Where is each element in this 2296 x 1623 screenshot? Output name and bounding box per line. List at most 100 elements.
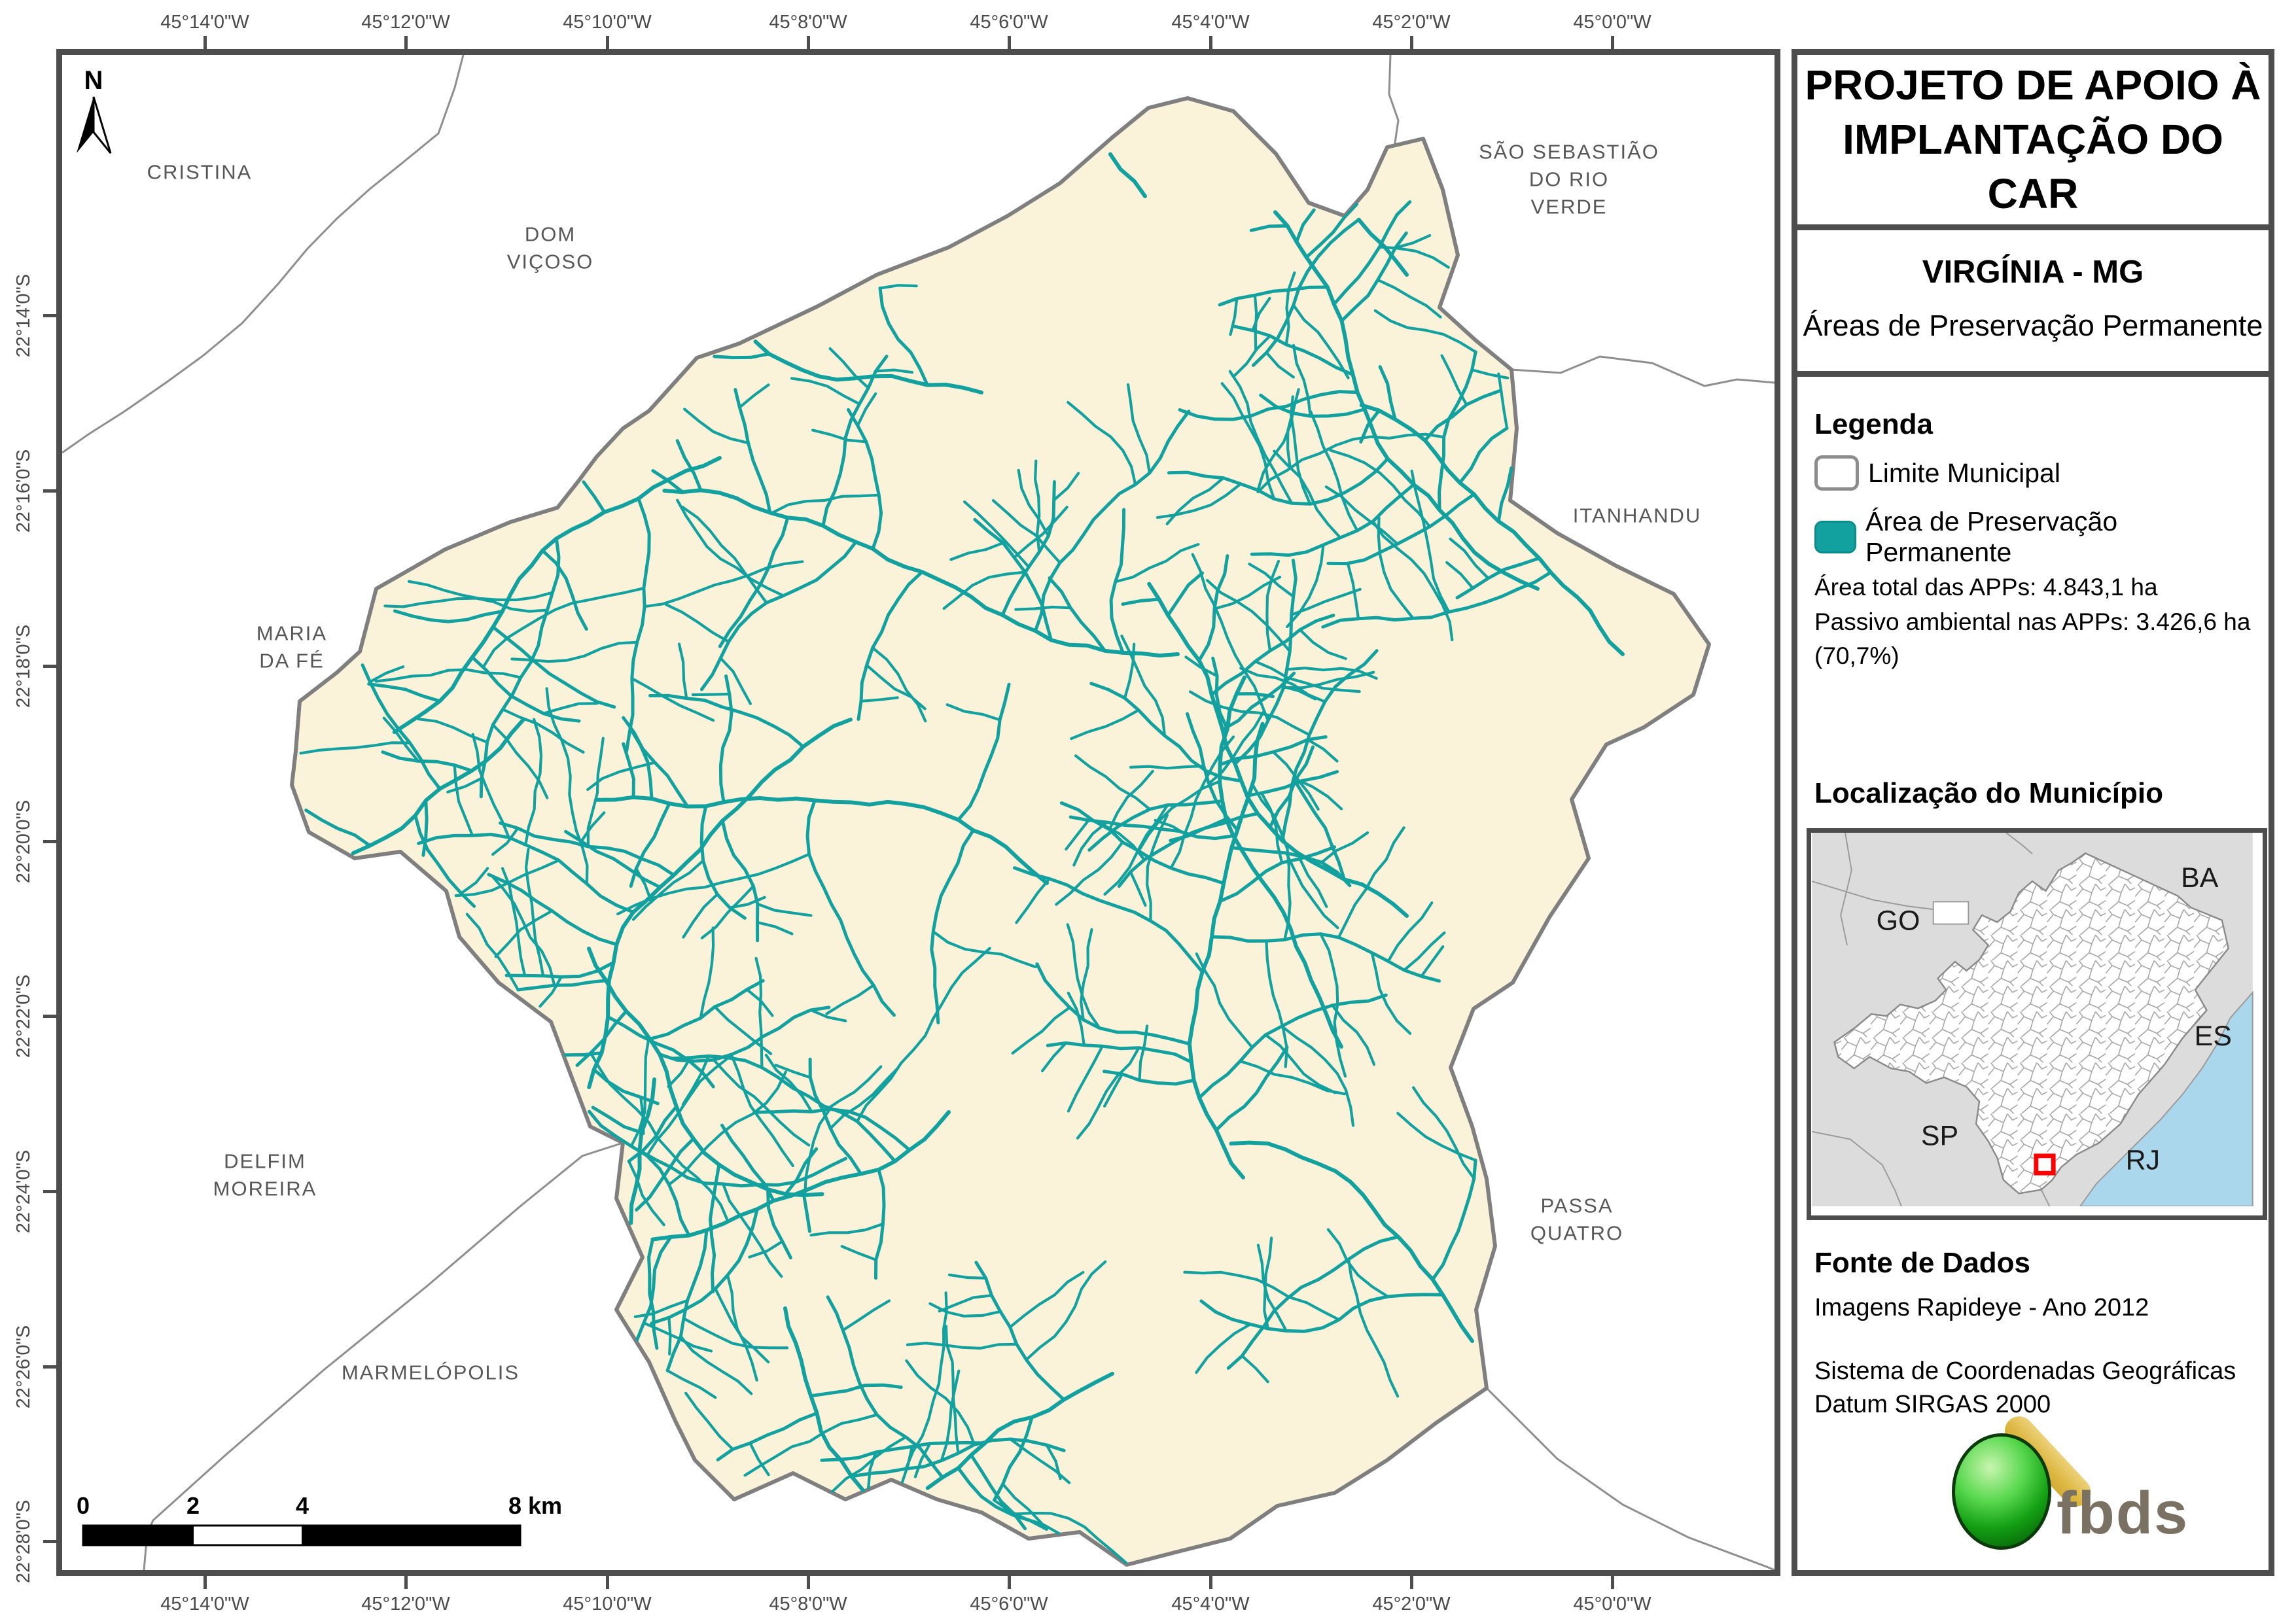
neighbor-municipality-boundary: [1511, 355, 1775, 387]
app-river: [1109, 508, 1126, 655]
app-river: [1011, 1005, 1072, 1055]
longitude-label-top: 45°12'0"W: [361, 12, 450, 33]
app-river: [1265, 559, 1280, 652]
axis-tick: [1008, 36, 1011, 49]
app-river: [974, 1261, 1066, 1402]
app-river: [809, 1008, 847, 1022]
limite-municipal-swatch: [1814, 455, 1859, 491]
app-river: [501, 867, 527, 977]
app-river: [392, 456, 722, 735]
app-river: [748, 1240, 784, 1259]
app-river: [1329, 449, 1432, 529]
longitude-label-bottom: 45°14'0"W: [160, 1594, 249, 1614]
latitude-label-text: 22°18'0"S: [13, 624, 35, 708]
app-river: [592, 1068, 660, 1106]
app-river: [808, 1057, 863, 1176]
neighbor-municipality-boundary: [1485, 1387, 1775, 1570]
state-label-rj: RJ: [2126, 1144, 2160, 1176]
app-river: [804, 1108, 832, 1197]
axis-tick: [203, 1576, 207, 1589]
app-river: [1455, 556, 1541, 600]
app-river: [1458, 427, 1509, 485]
app-river: [1229, 846, 1352, 888]
app-river: [491, 826, 520, 856]
title-box: PROJETO DE APOIO À IMPLANTAÇÃO DO CAR: [1792, 49, 2274, 230]
app-river: [1268, 745, 1315, 829]
app-river: [1294, 780, 1346, 881]
app-river: [1438, 350, 1477, 512]
app-river: [993, 1416, 1034, 1502]
app-river: [774, 1064, 812, 1079]
app-river: [1249, 224, 1290, 232]
app-river: [582, 480, 607, 514]
latitude-label-text: 22°26'0"S: [13, 1325, 35, 1408]
app-river: [1396, 1111, 1477, 1162]
app-river: [580, 811, 606, 843]
place-label-itanhandu: ITANHANDU: [1573, 504, 1702, 527]
app-river: [588, 1109, 691, 1238]
app-river: [1218, 285, 1330, 307]
axis-tick: [43, 1190, 56, 1193]
app-river: [828, 347, 870, 390]
app-river: [1320, 831, 1369, 864]
app-river: [1199, 1293, 1445, 1333]
app-river: [1218, 845, 1336, 903]
app-river: [905, 1359, 976, 1446]
state-boundary: [1812, 1130, 1902, 1206]
app-river: [712, 1058, 811, 1147]
app-river: [1052, 472, 1080, 502]
app-river: [1079, 928, 1093, 1022]
app-river: [667, 1070, 787, 1186]
scale-bar: 0 2 4 8 km: [77, 1492, 562, 1546]
latitude-label: 22°26'0"S: [1, 1314, 47, 1419]
place-label-dom-vicoso: DOM VIÇOSO: [507, 223, 594, 273]
app-river: [393, 609, 504, 623]
app-river: [709, 1162, 721, 1294]
location-inset-map: GO BA ES SP RJ: [1807, 828, 2267, 1220]
app-river: [756, 902, 813, 917]
app-river: [1423, 389, 1502, 442]
map-subject: Áreas de Preservação Permanente: [1803, 309, 2263, 342]
neighbor-municipality-boundary: [62, 55, 465, 454]
app-river: [1378, 245, 1450, 269]
app-river: [719, 656, 752, 705]
app-river: [1067, 400, 1137, 486]
app-river: [667, 1056, 692, 1089]
app-river: [1103, 1072, 1124, 1108]
app-river: [820, 1440, 987, 1462]
state-boundary: [2040, 1189, 2051, 1206]
app-river: [479, 536, 561, 799]
app-river: [1220, 671, 1296, 731]
app-river: [1263, 1236, 1273, 1331]
app-river: [1282, 671, 1375, 689]
axis-tick: [1611, 1576, 1614, 1589]
source-heading: Fonte de Dados: [1814, 1247, 2031, 1279]
app-river: [1000, 480, 1056, 617]
place-label-sao-sebastiao-do-rio-verde: SÃO SEBASTIÃO DO RIO VERDE: [1479, 141, 1659, 218]
app-river: [1376, 278, 1442, 319]
latitude-label-text: 22°20'0"S: [13, 799, 35, 883]
app-river: [1212, 575, 1282, 610]
app-river: [1205, 578, 1292, 653]
app-river: [575, 1009, 628, 1067]
latitude-label-text: 22°22'0"S: [13, 974, 35, 1058]
north-arrow-icon: N: [77, 66, 112, 154]
app-river: [1294, 777, 1343, 811]
app-river: [1089, 682, 1243, 783]
place-label-passa-quatro: PASSA QUATRO: [1530, 1195, 1623, 1245]
app-river: [906, 1341, 1018, 1350]
app-river: [491, 723, 549, 799]
app-river: [874, 1168, 886, 1280]
app-river: [1253, 294, 1258, 352]
app-river: [745, 988, 774, 1017]
north-label: N: [84, 66, 103, 95]
app-river: [991, 498, 1062, 565]
axis-tick: [1410, 36, 1413, 49]
longitude-label-bottom: 45°10'0"W: [563, 1594, 652, 1614]
app-river: [1065, 818, 1090, 851]
app-river: [1250, 483, 1416, 557]
longitude-label-top: 45°14'0"W: [160, 12, 249, 33]
app-river: [1232, 334, 1272, 378]
app-river: [1087, 799, 1224, 852]
